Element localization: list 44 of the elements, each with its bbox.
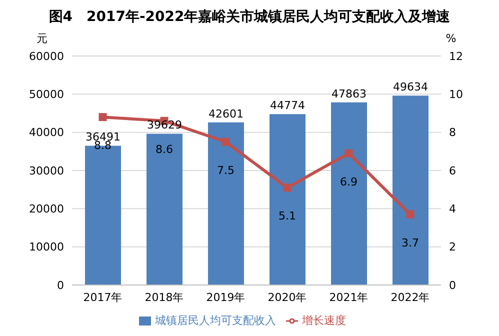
bar <box>146 134 182 285</box>
y-tick-label: 20000 <box>29 202 64 216</box>
data-label: 7.5 <box>217 164 234 177</box>
y2-tick-label: 4 <box>449 202 456 216</box>
data-label: 8.6 <box>156 142 173 156</box>
y2-tick-label: 10 <box>449 88 463 102</box>
y2-axis-title: % <box>446 32 456 45</box>
data-label: 3.7 <box>402 236 419 250</box>
bar <box>331 102 367 285</box>
y-tick-label: 60000 <box>29 50 64 63</box>
x-tick-label: 2019年 <box>206 290 246 304</box>
chart-title: 图4 2017年-2022年嘉峪关市城镇居民人均可支配收入及增速 <box>48 8 452 27</box>
y2-tick-label: 0 <box>449 278 456 292</box>
bar <box>392 96 428 285</box>
data-label: 42601 <box>208 107 244 120</box>
x-tick-label: 2020年 <box>268 290 307 304</box>
y2-tick-label: 6 <box>449 164 456 178</box>
y-tick-label: 0 <box>57 278 64 292</box>
y-tick-label: 50000 <box>29 88 64 102</box>
y-tick-label: 30000 <box>29 164 64 178</box>
x-tick-label: 2021年 <box>329 290 368 304</box>
x-tick-label: 2017年 <box>83 290 122 304</box>
point <box>344 149 353 158</box>
legend-label: 城镇居民人均可支配收入 <box>155 314 276 327</box>
point <box>283 184 292 192</box>
y2-tick-label: 2 <box>449 240 456 254</box>
legend-label: 增长速度 <box>302 314 346 327</box>
y-axis-title: 元 <box>36 32 48 45</box>
x-tick-label: 2022年 <box>390 290 430 304</box>
bar <box>270 114 306 285</box>
point <box>222 138 230 146</box>
bar <box>208 122 244 285</box>
data-label: 44774 <box>270 99 305 112</box>
point <box>406 210 414 218</box>
point <box>98 113 107 122</box>
data-label: 49634 <box>393 80 428 94</box>
x-tick-label: 2018年 <box>144 290 184 304</box>
y2-tick-label: 12 <box>449 50 463 63</box>
data-label: 6.9 <box>340 175 358 188</box>
y-tick-label: 10000 <box>29 240 64 254</box>
data-label: 5.1 <box>278 210 296 223</box>
data-label: 47863 <box>332 87 366 100</box>
y-tick-label: 40000 <box>29 126 64 140</box>
y2-tick-label: 8 <box>449 126 456 140</box>
